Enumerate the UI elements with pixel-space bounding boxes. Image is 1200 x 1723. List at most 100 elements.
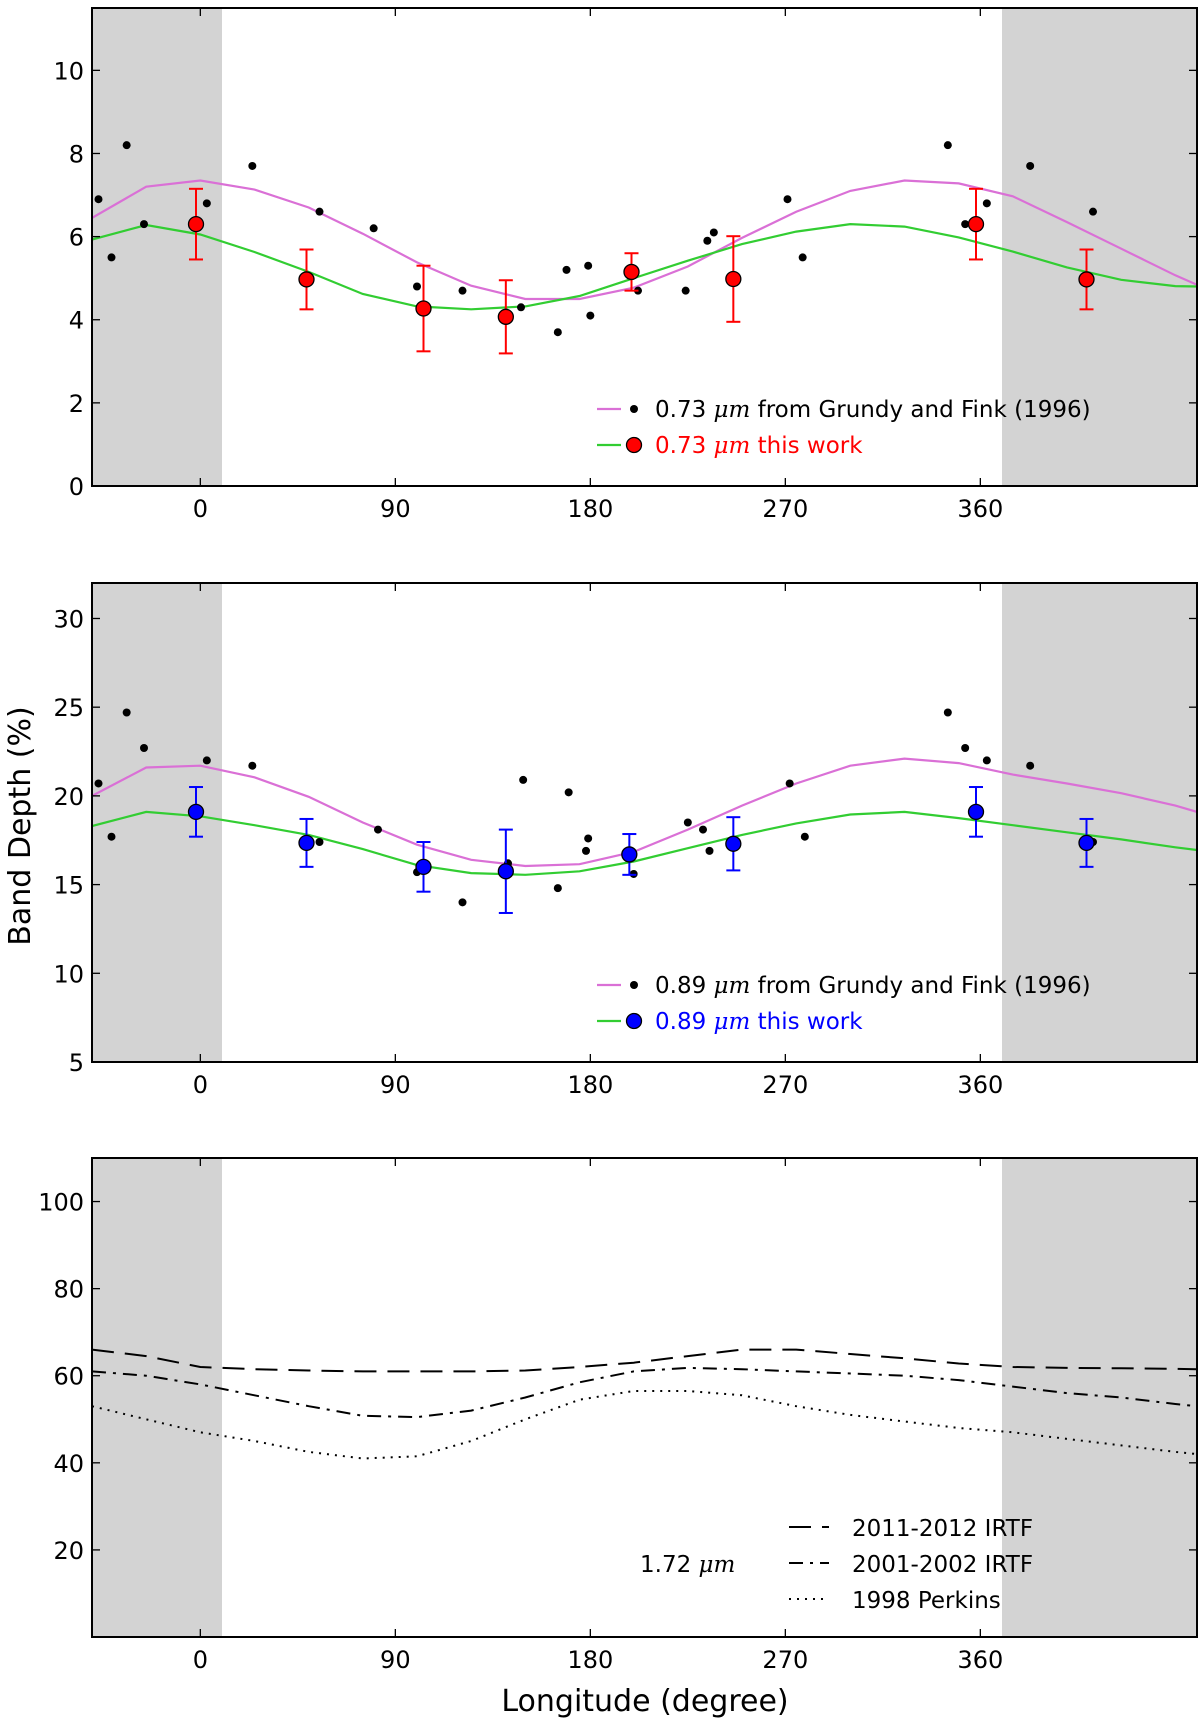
data-point [564, 788, 573, 797]
series-line [92, 757, 1197, 868]
data-point [562, 265, 571, 274]
series-line [92, 222, 1197, 311]
data-point [415, 300, 432, 317]
data-point [519, 775, 528, 784]
data-point [369, 224, 378, 233]
x-tick-label: 270 [762, 1071, 808, 1099]
shaded-region [1002, 8, 1197, 486]
data-point [517, 303, 525, 312]
y-axis-label: Band Depth (%) [3, 706, 38, 945]
data-point [800, 832, 809, 841]
y-tick-label: 10 [53, 960, 84, 988]
y-tick-label: 40 [53, 1450, 84, 1478]
data-point [458, 898, 467, 907]
data-point [582, 846, 590, 855]
x-tick-label: 270 [762, 495, 808, 523]
data-point [943, 708, 952, 717]
data-point [709, 228, 718, 237]
y-tick-label: 20 [53, 783, 84, 811]
data-point [497, 308, 514, 325]
y-tick-label: 15 [53, 872, 84, 900]
data-point [248, 761, 257, 770]
data-point [1026, 761, 1035, 770]
series-line [92, 1348, 1197, 1373]
legend-label: 0.73 μm this work [655, 433, 863, 459]
shaded-region [1002, 1158, 1197, 1637]
x-tick-label: 360 [957, 1646, 1003, 1674]
data-point [415, 858, 432, 876]
legend-label: 2011-2012 IRTF [852, 1516, 1033, 1542]
data-point [943, 141, 952, 150]
data-point [298, 834, 315, 852]
shaded-region [92, 8, 222, 486]
x-tick-label: 90 [380, 495, 411, 523]
y-tick-label: 4 [69, 307, 84, 335]
data-point [187, 803, 205, 821]
data-point [1026, 161, 1035, 170]
legend-label: 1998 Perkins [852, 1588, 1001, 1614]
data-point [1078, 271, 1095, 288]
plot-area [92, 708, 1197, 914]
wavelength-annotation: 1.72 μm [640, 1552, 735, 1578]
x-tick-label: 0 [193, 1646, 208, 1674]
panel-middle-0.89um: 0 90 180 270 360 5 10 15 20 25 30 0.89 μm from Grun… [53, 582, 1198, 1099]
data-point [202, 756, 211, 765]
y-tick-label: 10 [53, 57, 84, 85]
data-point [374, 825, 382, 834]
data-point [621, 846, 638, 863]
axes-frame [91, 582, 1198, 1063]
data-point [705, 846, 714, 855]
x-tick-label: 360 [957, 1071, 1003, 1099]
legend-marker [630, 405, 638, 413]
x-tick-label: 0 [193, 1071, 208, 1099]
data-point [107, 832, 116, 841]
data-point [202, 199, 211, 208]
data-point [122, 708, 131, 717]
legend-label: 2001-2002 IRTF [852, 1552, 1033, 1578]
data-point [94, 779, 103, 788]
series-line [92, 1366, 1197, 1419]
data-point [315, 838, 324, 847]
data-point [187, 215, 205, 233]
data-point [623, 263, 640, 281]
data-point [703, 236, 712, 245]
x-tick-label: 180 [567, 495, 613, 523]
data-point [725, 270, 742, 288]
y-tick-label: 8 [69, 140, 84, 168]
y-tick-label: 5 [69, 1049, 84, 1077]
data-point [1078, 834, 1095, 852]
series-line [92, 810, 1197, 876]
plot-area [92, 141, 1197, 355]
panel-bottom-1.72um: 0 90 180 270 360 20 40 60 80 100 2011-2012 IRTF 200… [38, 1157, 1198, 1674]
data-point [94, 195, 103, 204]
x-tick-label: 90 [380, 1646, 411, 1674]
data-point [699, 825, 707, 834]
axes-frame [91, 1157, 1198, 1638]
series-line [92, 1390, 1197, 1460]
plot-area [92, 1348, 1197, 1460]
x-tick-label: 180 [567, 1071, 613, 1099]
data-point [982, 756, 991, 765]
panel-top-0.73um: 0 90 180 270 360 0 2 4 6 8 10 0.73 μm from Grundy a… [53, 7, 1198, 523]
y-tick-label: 100 [38, 1189, 84, 1217]
data-point [248, 161, 257, 170]
y-tick-label: 2 [69, 390, 84, 418]
data-point [140, 743, 148, 752]
data-point [298, 271, 315, 288]
x-tick-label: 0 [193, 495, 208, 523]
series-line [92, 179, 1197, 301]
data-point [107, 253, 116, 262]
legend-marker [625, 1012, 643, 1030]
data-point [683, 818, 692, 827]
data-point [315, 207, 324, 216]
y-tick-label: 6 [69, 224, 84, 252]
data-point [497, 863, 514, 880]
y-tick-label: 25 [53, 694, 84, 722]
shaded-region [92, 1158, 222, 1637]
data-point [967, 215, 985, 233]
x-tick-label: 270 [762, 1646, 808, 1674]
data-point [584, 261, 593, 270]
data-point [961, 743, 970, 752]
legend-label: 0.73 μm from Grundy and Fink (1996) [655, 397, 1091, 423]
